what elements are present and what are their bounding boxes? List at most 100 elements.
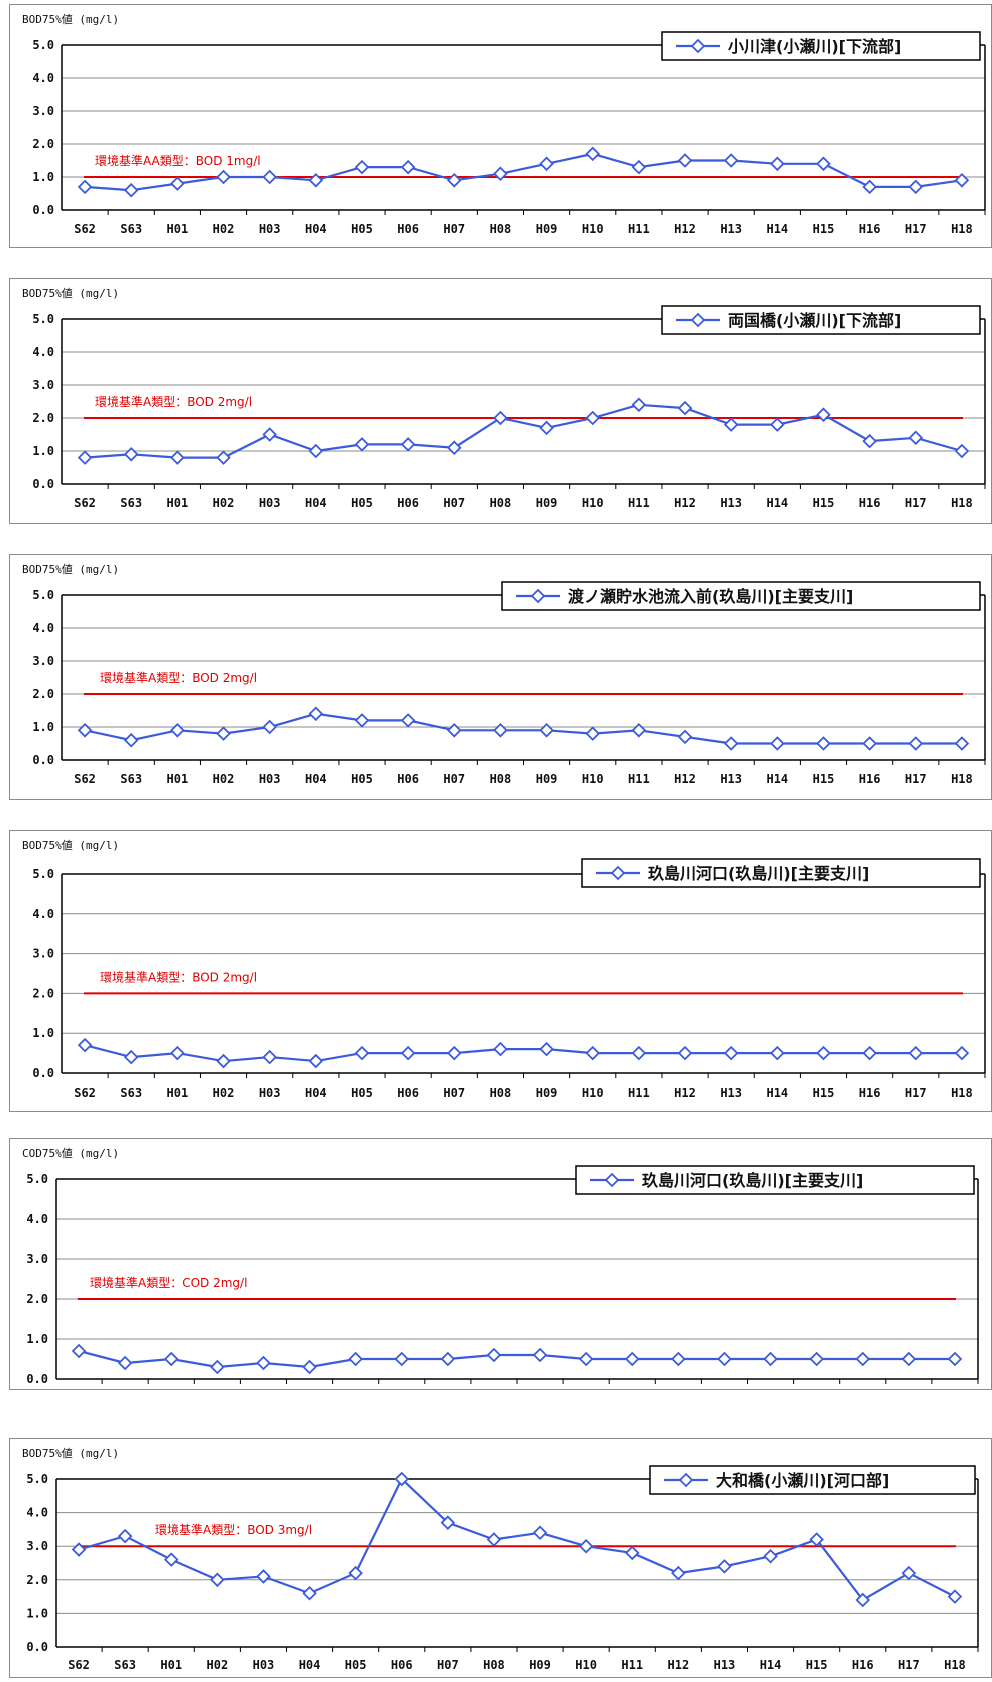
legend-marker <box>690 312 706 328</box>
legend-marker <box>610 865 626 881</box>
x-tick-label: H10 <box>575 1658 597 1672</box>
data-point <box>163 1552 179 1567</box>
data-point <box>117 1528 133 1544</box>
legend-label: 小川津(小瀬川)[下流部] <box>728 37 901 56</box>
data-point <box>532 1525 548 1541</box>
y-tick-label: 4.0 <box>26 1212 48 1226</box>
x-tick-label: H13 <box>720 772 742 786</box>
x-tick-label: H16 <box>859 772 881 786</box>
x-tick-label: H04 <box>305 1086 327 1100</box>
x-tick-label: H11 <box>621 1658 643 1672</box>
chart-panel: BOD75%値 (mg/l) 5.0 4.0 3.0 2.0 1.0 0.0 S62 S63 H0… <box>9 554 992 800</box>
standard-label: 環境基準A類型：BOD 3mg/l <box>155 1522 312 1537</box>
data-point <box>954 736 970 751</box>
data-point <box>631 397 647 413</box>
data-point <box>770 1045 785 1061</box>
data-point <box>123 1049 139 1065</box>
x-tick-label: H14 <box>760 1658 782 1672</box>
x-tick-label: H17 <box>898 1658 920 1672</box>
x-tick-label: H06 <box>397 222 419 236</box>
legend-box <box>575 1165 975 1195</box>
data-point <box>170 1045 185 1061</box>
x-tick-label: S62 <box>74 222 96 236</box>
data-point <box>723 417 739 432</box>
data-point <box>901 1351 917 1367</box>
standard-label: 環境基準A類型：COD 2mg/l <box>90 1275 247 1290</box>
data-point <box>677 1045 693 1061</box>
y-tick-label: 0.0 <box>26 1640 48 1654</box>
x-tick-label: H10 <box>582 772 604 786</box>
legend: 玖島川河口(玖島川)[主要支川] <box>575 1165 975 1195</box>
data-point <box>677 153 693 168</box>
data-point <box>585 726 600 741</box>
data-point <box>585 1045 600 1061</box>
data-point <box>394 1351 410 1367</box>
y-tick-label: 5.0 <box>26 1472 48 1486</box>
data-point <box>394 1471 410 1487</box>
y-tick-label: 1.0 <box>32 170 54 184</box>
y-tick-label: 4.0 <box>32 621 54 635</box>
data-point <box>216 169 231 185</box>
data-point <box>486 1347 502 1363</box>
x-tick-label: S62 <box>68 1658 90 1672</box>
data-point <box>170 176 185 191</box>
y-tick-label: 0.0 <box>32 477 54 491</box>
data-point <box>763 1351 778 1367</box>
data-point <box>262 427 277 442</box>
y-tick-label: 5.0 <box>32 38 54 52</box>
data-point <box>308 443 324 459</box>
data-point <box>723 1045 739 1061</box>
standard-label: 環境基準A類型：BOD 2mg/l <box>100 670 257 685</box>
x-tick-label: S63 <box>120 222 142 236</box>
data-point <box>302 1585 317 1601</box>
data-point <box>400 159 416 175</box>
x-tick-label: H12 <box>668 1658 690 1672</box>
series-line <box>84 712 962 745</box>
x-tick-label: H09 <box>536 222 558 236</box>
x-tick-label: H07 <box>443 1086 465 1100</box>
legend-label: 渡ノ瀬貯水池流入前(玖島川)[主要支川] <box>568 587 853 606</box>
x-tick-label: H09 <box>536 1086 558 1100</box>
data-point <box>585 410 600 426</box>
chart-svg: COD75%値 (mg/l)5.04.03.02.01.00.0S62S63H0… <box>22 1147 979 1386</box>
chart-panel: BOD75%値 (mg/l) 5.0 4.0 3.0 2.0 1.0 0.0 S62 S63 H0… <box>9 4 992 248</box>
x-tick-label: H18 <box>951 496 973 510</box>
data-point <box>216 726 231 741</box>
data-point <box>862 1045 877 1061</box>
x-tick-label: H02 <box>213 222 235 236</box>
x-tick-label: H04 <box>305 496 327 510</box>
x-tick-label: H07 <box>437 1658 459 1672</box>
legend: 渡ノ瀬貯水池流入前(玖島川)[主要支川] <box>501 581 981 611</box>
legend: 小川津(小瀬川)[下流部] <box>661 31 981 61</box>
standard-label: 環境基準A類型：BOD 2mg/l <box>100 969 257 984</box>
y-tick-label: 4.0 <box>32 907 54 921</box>
data-point <box>770 736 785 751</box>
chart-svg: BOD75%値 (mg/l) 5.0 4.0 3.0 2.0 1.0 0.0 S62 S63 H0… <box>22 839 986 1100</box>
y-tick-label: 4.0 <box>32 345 54 359</box>
data-point <box>77 179 93 195</box>
x-tick-label: H09 <box>529 1658 551 1672</box>
y-tick-label: 3.0 <box>32 104 54 118</box>
y-tick-label: 0.0 <box>32 1066 54 1080</box>
x-tick-label: H13 <box>714 1658 736 1672</box>
data-point <box>770 417 785 432</box>
data-point <box>256 1355 271 1371</box>
x-tick-label: H15 <box>813 222 835 236</box>
data-point <box>71 1542 87 1557</box>
y-tick-label: 2.0 <box>26 1573 48 1587</box>
x-tick-label: H17 <box>905 772 927 786</box>
x-tick-label: H07 <box>443 496 465 510</box>
data-point <box>216 450 231 465</box>
y-tick-label: 2.0 <box>32 411 54 425</box>
y-axis-label: BOD75%値 (mg/l) <box>22 287 119 300</box>
x-tick-label: H05 <box>351 772 373 786</box>
data-point <box>77 1037 93 1053</box>
data-point <box>308 706 324 722</box>
data-point <box>486 1532 502 1547</box>
y-tick-label: 3.0 <box>32 654 54 668</box>
data-point <box>123 447 139 462</box>
data-point <box>493 723 508 738</box>
x-tick-label: H02 <box>213 772 235 786</box>
data-point <box>77 450 93 465</box>
y-axis-label: BOD75%値 (mg/l) <box>22 839 119 852</box>
